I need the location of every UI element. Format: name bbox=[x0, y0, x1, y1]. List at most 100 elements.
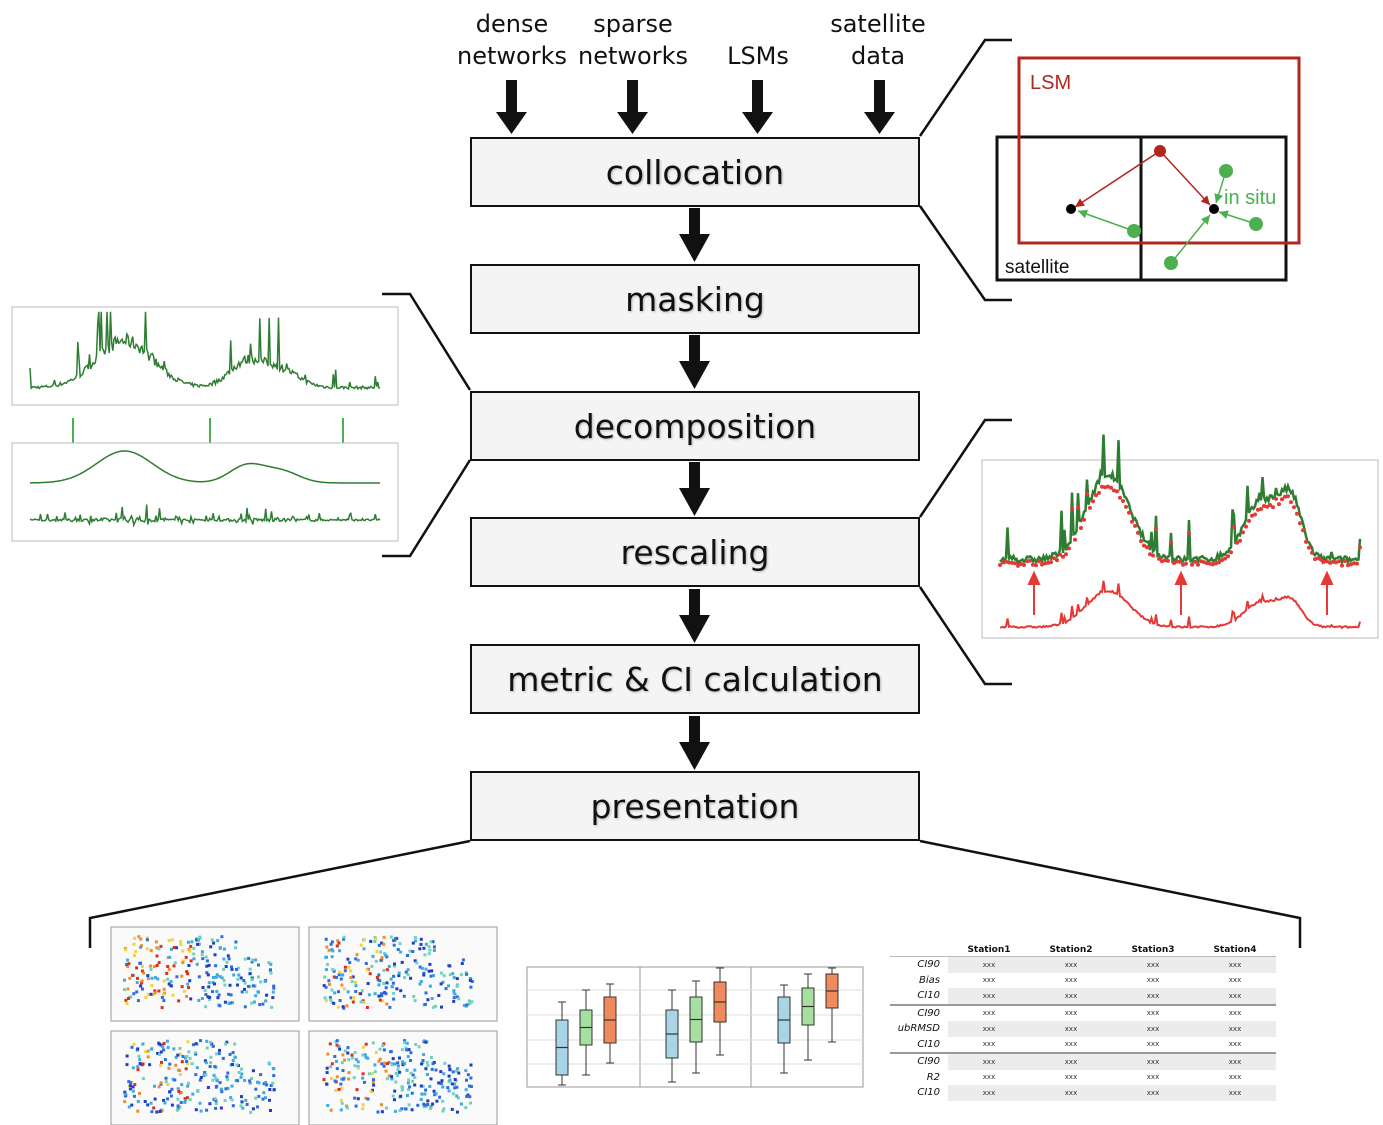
collocation-inset: LSM in situ satellite bbox=[995, 56, 1301, 282]
table-cell: xxx bbox=[1064, 1009, 1078, 1018]
table-row-label: Bias bbox=[919, 974, 940, 986]
table-row: CI90 xxx xxx xxx xxx bbox=[890, 1005, 1276, 1022]
table-cell: xxx bbox=[1228, 1073, 1242, 1082]
step-arrow-5 bbox=[679, 716, 710, 770]
collocation-callout-lower bbox=[918, 205, 1012, 302]
table-header-cell: Station1 bbox=[948, 944, 1030, 957]
table-cell: xxx bbox=[982, 976, 996, 985]
input-arrow-dense bbox=[496, 80, 527, 134]
table-cell: xxx bbox=[1194, 988, 1276, 1006]
table-cell: xxx bbox=[1194, 1036, 1276, 1054]
satellite-label: satellite bbox=[1005, 257, 1069, 278]
presentation-callout-right bbox=[919, 839, 1302, 948]
decomposition-callout bbox=[382, 292, 472, 391]
table-cell: xxx bbox=[1194, 1085, 1276, 1101]
table-row: Bias xxx xxx xxx xxx bbox=[890, 973, 1276, 989]
table-cell: xxx bbox=[1030, 1085, 1112, 1101]
collocation-callout bbox=[918, 38, 1012, 137]
table-cell: xxx bbox=[948, 988, 1030, 1006]
table-cell: xxx bbox=[1112, 1085, 1194, 1101]
table-row: CI90 xxx xxx xxx xxx bbox=[890, 1053, 1276, 1070]
table-cell: xxx bbox=[1030, 956, 1112, 973]
input-arrow-lsm bbox=[742, 80, 773, 134]
input-line2: networks bbox=[457, 42, 567, 70]
table-header-cell: Station4 bbox=[1194, 944, 1276, 957]
table-cell: xxx bbox=[982, 1073, 996, 1082]
table-cell: xxx bbox=[948, 956, 1030, 973]
table-cell: xxx bbox=[1112, 956, 1194, 973]
table-row-label: CI90 bbox=[917, 959, 940, 971]
step-arrow-2 bbox=[679, 335, 710, 389]
table-row: CI10 xxx xxx xxx xxx bbox=[890, 988, 1276, 1006]
table-cell: xxx bbox=[1112, 988, 1194, 1006]
input-arrow-satellite bbox=[864, 80, 895, 134]
table-cell: xxx bbox=[1112, 1021, 1194, 1037]
table-cell: xxx bbox=[1030, 1036, 1112, 1054]
rescaling-callout-lower bbox=[918, 586, 1012, 686]
table-cell: xxx bbox=[948, 1053, 1030, 1070]
input-dense-networks: dense networks bbox=[456, 8, 568, 72]
input-satellite-data: satellite data bbox=[822, 8, 934, 72]
table-cell: xxx bbox=[1146, 1009, 1160, 1018]
input-line2: data bbox=[850, 42, 906, 70]
step-arrow-3 bbox=[679, 462, 710, 516]
rescaling-callout bbox=[918, 418, 1012, 518]
table-cell: xxx bbox=[1146, 1073, 1160, 1082]
table-header-cell: Station3 bbox=[1112, 944, 1194, 957]
decomposition-callout-lower bbox=[382, 459, 472, 558]
input-sparse-networks: sparse networks bbox=[577, 8, 689, 72]
step-decomposition: decomposition bbox=[470, 391, 920, 461]
table-cell: xxx bbox=[1112, 1036, 1194, 1054]
table-cell: xxx bbox=[1112, 1053, 1194, 1070]
table-row-label: ubRMSD bbox=[897, 1023, 940, 1035]
table-cell: xxx bbox=[1194, 956, 1276, 973]
input-line1: dense bbox=[475, 10, 549, 38]
input-line2: networks bbox=[578, 42, 688, 70]
presentation-maps bbox=[110, 926, 498, 1125]
table-row: R2 xxx xxx xxx xxx bbox=[890, 1070, 1276, 1086]
step-arrows bbox=[679, 208, 710, 770]
table-row-label: R2 bbox=[926, 1071, 940, 1083]
table-cell: xxx bbox=[1030, 1053, 1112, 1070]
table-cell: xxx bbox=[948, 1021, 1030, 1037]
table-row-label: CI10 bbox=[917, 1087, 940, 1099]
rescaling-panel bbox=[981, 434, 1379, 639]
input-line1 bbox=[708, 8, 808, 40]
table-cell: xxx bbox=[1228, 1009, 1242, 1018]
step-masking: masking bbox=[470, 264, 920, 334]
table-cell: xxx bbox=[982, 1009, 996, 1018]
input-lsms: LSMs bbox=[708, 8, 808, 72]
table-row-label: CI10 bbox=[890, 1036, 948, 1054]
input-line1: sparse bbox=[593, 10, 673, 38]
input-arrows bbox=[496, 80, 895, 134]
table-row: CI90 xxx xxx xxx xxx bbox=[890, 956, 1276, 973]
insitu-label: in situ bbox=[1224, 187, 1276, 209]
callout-lines bbox=[88, 38, 1302, 948]
step-metric-ci-calculation: metric & CI calculation bbox=[470, 644, 920, 714]
table-row: ubRMSD xxx xxx xxx xxx bbox=[890, 1021, 1276, 1037]
decomposition-panel-components bbox=[11, 442, 399, 542]
table-header-cell: Station2 bbox=[1030, 944, 1112, 957]
lsm-label: LSM bbox=[1030, 72, 1071, 94]
table-row: CI10 xxx xxx xxx xxx bbox=[890, 1085, 1276, 1101]
input-arrow-sparse bbox=[617, 80, 648, 134]
table-cell: xxx bbox=[1030, 1021, 1112, 1037]
presentation-callout bbox=[88, 839, 471, 948]
step-rescaling: rescaling bbox=[470, 517, 920, 587]
lsm-box bbox=[1017, 56, 1301, 245]
table-cell: xxx bbox=[948, 1085, 1030, 1101]
table-cell: xxx bbox=[1064, 1073, 1078, 1082]
table-cell: xxx bbox=[1228, 976, 1242, 985]
table-cell: xxx bbox=[1030, 988, 1112, 1006]
table-cell: xxx bbox=[1146, 976, 1160, 985]
results-table: Station1 Station2 Station3 Station4 CI90 xxx… bbox=[890, 944, 1276, 1101]
table-row-label: CI90 bbox=[917, 1056, 940, 1068]
table-cell: xxx bbox=[948, 1036, 1030, 1054]
input-line1: satellite bbox=[830, 10, 926, 38]
table-row-label: CI90 bbox=[917, 1007, 940, 1019]
table-cell: xxx bbox=[1194, 1053, 1276, 1070]
table-header-cell bbox=[890, 944, 948, 957]
step-arrow-1 bbox=[679, 208, 710, 262]
table-row: CI10 xxx xxx xxx xxx bbox=[890, 1036, 1276, 1054]
